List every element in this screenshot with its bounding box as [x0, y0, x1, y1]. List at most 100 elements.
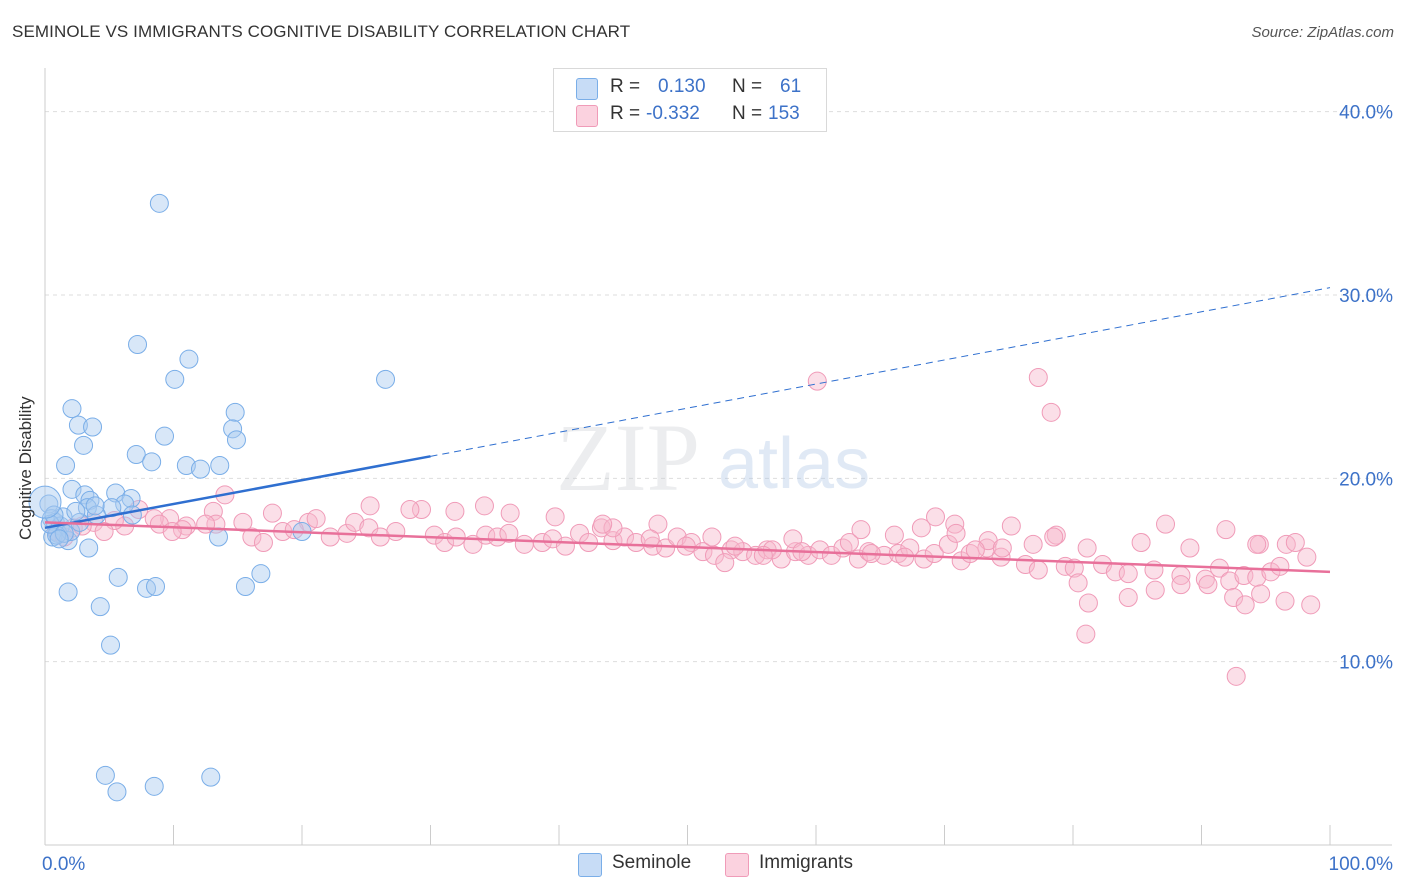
immigrants-point — [702, 527, 722, 547]
seminole-point — [155, 426, 175, 446]
immigrants-point — [1028, 560, 1048, 580]
watermark-atlas: atlas — [718, 424, 870, 504]
immigrants-point — [807, 371, 827, 391]
seminole-point — [126, 445, 146, 464]
seminole-point — [95, 765, 115, 785]
grid-lines — [45, 111, 1392, 663]
legend-r-value: 0.130 — [658, 76, 706, 97]
immigrants-point — [1028, 368, 1048, 387]
y-tick-label: 40.0% — [1339, 103, 1393, 124]
seminole-point — [210, 456, 230, 475]
seminole-point — [49, 529, 69, 549]
seminole-point — [28, 485, 62, 519]
immigrants-point — [640, 529, 660, 549]
immigrants-point — [1301, 595, 1321, 615]
seminole-point — [128, 335, 148, 354]
seminole-point — [146, 577, 166, 596]
series-legend: Seminole Immigrants — [0, 850, 1406, 880]
immigrants-point — [1270, 556, 1290, 576]
immigrants-point — [1226, 666, 1246, 686]
immigrants-point — [162, 522, 182, 541]
seminole-point — [74, 435, 94, 455]
immigrants-point — [1076, 624, 1096, 644]
y-tick-label: 20.0% — [1339, 469, 1393, 490]
immigrants-point — [412, 500, 432, 519]
seminole-point — [108, 567, 128, 587]
seminole-trend-line — [44, 455, 431, 530]
immigrants-point — [648, 514, 668, 534]
immigrants-point — [1145, 580, 1165, 600]
immigrants-point — [839, 533, 859, 552]
legend-r-value: -0.332 — [646, 103, 700, 124]
seminole-point — [39, 494, 59, 514]
seminole-point — [176, 456, 196, 475]
immigrants-point — [1297, 547, 1317, 567]
seminole-point — [142, 452, 162, 472]
seminole-point — [58, 582, 78, 602]
immigrants-point — [1195, 569, 1215, 589]
seminole-point — [235, 577, 255, 596]
immigrants-point — [1220, 571, 1240, 591]
immigrants-point — [1041, 402, 1061, 422]
legend-swatch-seminole — [578, 853, 602, 877]
legend-swatch-immigrants — [576, 105, 598, 127]
legend-swatch-immigrants — [725, 853, 749, 877]
immigrants-point — [1224, 588, 1244, 607]
seminole-point — [226, 430, 246, 450]
source-label: Source: ZipAtlas.com — [1251, 24, 1394, 41]
immigrants-point — [262, 503, 282, 523]
immigrants-point — [306, 509, 326, 529]
axes — [44, 68, 1392, 846]
immigrants-point — [593, 514, 613, 534]
immigrants-point — [725, 536, 745, 556]
correlation-legend: R = 0.130 N = 61 R = -0.332 N = 153 — [553, 68, 827, 132]
immigrants-point — [253, 533, 273, 552]
chart-title: SEMINOLE VS IMMIGRANTS COGNITIVE DISABIL… — [12, 22, 631, 41]
immigrants-point — [1044, 527, 1064, 547]
immigrants-point — [555, 536, 575, 556]
series-immigrants-points — [47, 368, 1321, 686]
immigrants-point — [1198, 575, 1218, 595]
immigrants-point — [1171, 575, 1191, 595]
legend-swatch-seminole — [576, 78, 598, 100]
immigrants-point — [176, 516, 196, 536]
immigrants-point — [545, 507, 565, 527]
immigrants-point — [94, 522, 114, 541]
watermark: ZIP atlas — [556, 404, 870, 511]
seminole-point — [122, 505, 142, 525]
immigrants-point — [345, 512, 365, 532]
series-seminole-points — [28, 193, 396, 802]
immigrants-point — [603, 518, 623, 538]
seminole-point — [376, 369, 396, 389]
seminole-point — [83, 417, 103, 437]
immigrants-point — [926, 507, 946, 527]
seminole-point — [56, 456, 76, 475]
immigrants-point — [1118, 588, 1138, 607]
y-tick-label: 10.0% — [1339, 653, 1393, 674]
immigrants-point — [424, 525, 444, 545]
immigrants-point — [1131, 533, 1151, 552]
seminole-point — [66, 501, 86, 521]
immigrants-point — [615, 527, 635, 547]
seminole-trend-extension — [430, 287, 1331, 457]
immigrants-point — [499, 523, 519, 543]
immigrants-trend-line — [44, 521, 1331, 574]
immigrants-point — [911, 518, 931, 538]
legend-n-value: 61 — [780, 76, 802, 97]
immigrants-point — [1251, 584, 1271, 604]
immigrants-point — [914, 549, 934, 569]
immigrants-point — [1216, 520, 1236, 540]
legend-r-label: R = — [610, 103, 641, 124]
immigrants-point — [851, 520, 871, 540]
seminole-point — [79, 538, 99, 558]
immigrants-point — [1023, 534, 1043, 554]
legend-r-label: R = — [610, 76, 641, 97]
immigrants-point — [360, 496, 380, 516]
immigrants-point — [1156, 514, 1176, 534]
immigrants-point — [1285, 533, 1305, 552]
immigrants-point — [487, 527, 507, 547]
immigrants-point — [1068, 573, 1088, 593]
seminole-point — [101, 635, 121, 655]
seminole-point — [85, 496, 105, 516]
x-tick-label-start: 0.0% — [42, 854, 85, 875]
